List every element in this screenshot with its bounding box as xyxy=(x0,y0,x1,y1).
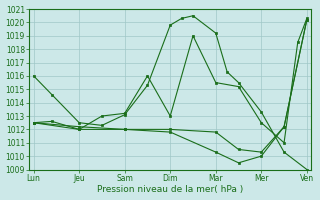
X-axis label: Pression niveau de la mer( hPa ): Pression niveau de la mer( hPa ) xyxy=(97,185,244,194)
